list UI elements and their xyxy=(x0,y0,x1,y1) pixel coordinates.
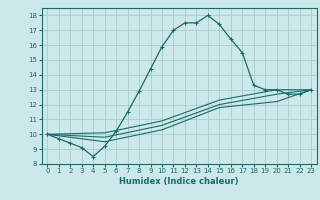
X-axis label: Humidex (Indice chaleur): Humidex (Indice chaleur) xyxy=(119,177,239,186)
